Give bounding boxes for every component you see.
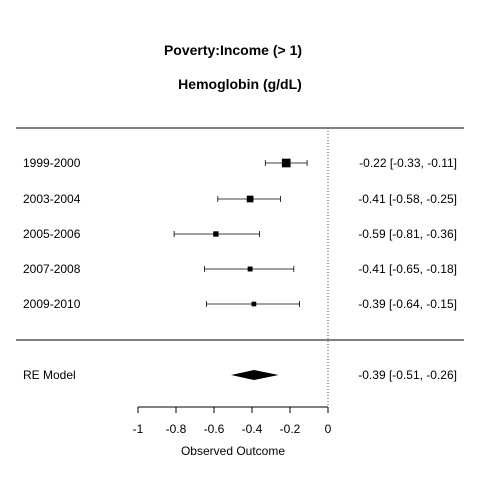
study-label: 2003-2004 xyxy=(23,192,81,206)
summary-diamond xyxy=(231,370,279,380)
x-tick-label: -0.8 xyxy=(166,422,187,436)
study-label: 1999-2000 xyxy=(23,156,81,170)
summary-ci-label: -0.39 [-0.51, -0.26] xyxy=(358,368,457,382)
ci-value-label: -0.41 [-0.65, -0.18] xyxy=(358,262,457,276)
summary-label: RE Model xyxy=(23,368,76,382)
point-estimate xyxy=(251,301,257,307)
point-estimate xyxy=(213,231,219,237)
study-label: 2007-2008 xyxy=(23,262,81,276)
x-tick-label: -0.2 xyxy=(280,422,301,436)
point-estimate xyxy=(281,158,291,168)
summary-row: RE Model -0.39 [-0.51, -0.26] xyxy=(23,368,457,382)
x-tick-label: -0.4 xyxy=(242,422,263,436)
x-tick-label: -0.6 xyxy=(204,422,225,436)
point-estimate xyxy=(246,195,254,203)
study-rows: 1999-2000 -0.22 [-0.33, -0.11] 2003-2004 -0… xyxy=(23,156,457,311)
ci-value-label: -0.59 [-0.81, -0.36] xyxy=(358,227,457,241)
x-axis-label: Observed Outcome xyxy=(181,444,285,458)
study-row: 2007-2008 -0.41 [-0.65, -0.18] xyxy=(23,262,457,276)
study-row: 2005-2006 -0.59 [-0.81, -0.36] xyxy=(23,227,457,241)
x-tick-label: -1 xyxy=(133,422,144,436)
study-label: 2005-2006 xyxy=(23,227,81,241)
ci-value-label: -0.41 [-0.58, -0.25] xyxy=(358,192,457,206)
chart-subtitle: Hemoglobin (g/dL) xyxy=(178,76,302,92)
study-row: 1999-2000 -0.22 [-0.33, -0.11] xyxy=(23,156,457,170)
x-axis: -1 -0.8 -0.6 -0.4 -0.2 0 xyxy=(133,406,332,436)
study-row: 2003-2004 -0.41 [-0.58, -0.25] xyxy=(23,192,457,206)
x-tick-label: 0 xyxy=(325,422,332,436)
study-row: 2009-2010 -0.39 [-0.64, -0.15] xyxy=(23,297,457,311)
chart-title: Poverty:Income (> 1) xyxy=(164,42,302,58)
point-estimate xyxy=(247,266,253,272)
ci-value-label: -0.22 [-0.33, -0.11] xyxy=(359,156,457,170)
ci-value-label: -0.39 [-0.64, -0.15] xyxy=(358,297,457,311)
study-label: 2009-2010 xyxy=(23,297,81,311)
